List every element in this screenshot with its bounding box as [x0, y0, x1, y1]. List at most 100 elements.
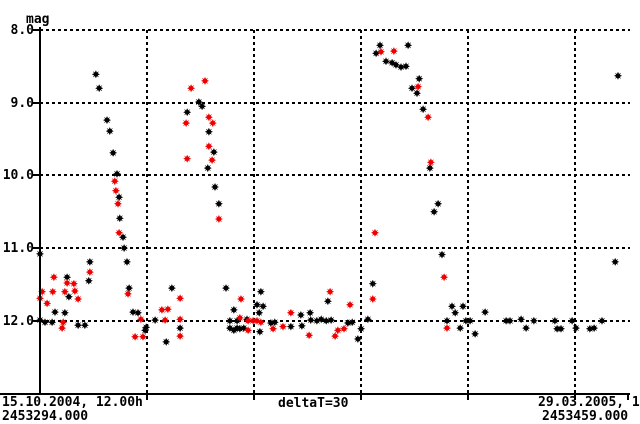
- data-point-observer-2-red: [201, 76, 209, 85]
- data-point-observer-2-red: [48, 287, 57, 296]
- data-point-observer-2-red: [136, 315, 145, 324]
- data-point-observer-2-red: [389, 47, 398, 56]
- data-point-observer-2-red: [440, 273, 449, 282]
- data-point-observer-2-red: [176, 294, 185, 303]
- data-point-observer-2-red: [204, 142, 213, 151]
- data-point-observer-1-black: [233, 324, 242, 333]
- data-point-observer-2-red: [208, 156, 217, 165]
- data-point-observer-1-black: [404, 41, 413, 50]
- data-point-observer-1-black: [142, 323, 151, 332]
- data-point-observer-1-black: [517, 315, 526, 324]
- data-point-observer-2-red: [85, 268, 94, 277]
- data-point-observer-1-black: [64, 292, 73, 301]
- data-point-observer-2-red: [131, 332, 140, 341]
- data-point-observer-1-black: [167, 284, 176, 293]
- data-point-observer-1-black: [448, 302, 456, 311]
- data-point-observer-1-black: [162, 337, 171, 346]
- data-point-observer-1-black: [529, 316, 538, 325]
- y-axis-title: mag: [26, 12, 50, 27]
- data-point-observer-1-black: [522, 324, 531, 333]
- data-point-observer-2-red: [253, 316, 261, 325]
- data-point-observer-1-black: [461, 316, 470, 325]
- data-point-observer-1-black: [229, 326, 238, 335]
- data-point-observer-1-black: [419, 105, 428, 114]
- data-point-observer-1-black: [84, 276, 93, 285]
- data-point-observer-1-black: [235, 324, 244, 333]
- data-point-observer-2-red: [256, 318, 265, 327]
- data-point-observer-1-black: [286, 322, 295, 331]
- data-point-observer-1-black: [438, 250, 446, 259]
- data-point-observer-2-red: [111, 186, 120, 195]
- data-point-observer-2-red: [115, 228, 124, 237]
- y-tick-label: 10.0: [2, 168, 34, 183]
- data-point-observer-2-red: [187, 84, 196, 93]
- data-point-observer-2-red: [58, 324, 67, 333]
- data-point-observer-1-black: [209, 148, 218, 157]
- data-point-observer-1-black: [430, 207, 439, 216]
- data-point-observer-2-red: [182, 119, 191, 128]
- x-axis-tick: [146, 395, 148, 400]
- data-point-observer-2-red: [237, 295, 245, 303]
- data-point-observer-1-black: [115, 193, 124, 202]
- y-axis-tick: [33, 102, 39, 104]
- data-point-observer-1-black: [176, 324, 185, 333]
- data-point-observer-1-black: [357, 324, 366, 333]
- data-point-observer-1-black: [120, 244, 129, 253]
- data-point-observer-2-red: [443, 324, 451, 333]
- data-point-observer-1-black: [109, 148, 118, 157]
- y-tick-label: 9.0: [10, 96, 34, 111]
- data-point-observer-1-black: [327, 316, 336, 325]
- data-point-observer-1-black: [51, 308, 59, 317]
- data-point-observer-1-black: [63, 273, 72, 282]
- data-point-observer-2-red: [235, 313, 244, 322]
- data-point-observer-2-red: [208, 119, 217, 128]
- x-axis-tick: [253, 395, 255, 400]
- x-axis-start-date-label: 15.10.2004, 12.00h: [2, 395, 143, 410]
- data-point-observer-1-black: [550, 316, 559, 325]
- data-point-observer-1-black: [466, 316, 475, 325]
- data-point-observer-1-black: [397, 63, 405, 72]
- data-point-observer-1-black: [151, 316, 160, 325]
- data-point-observer-1-black: [322, 316, 331, 325]
- data-point-observer-1-black: [434, 199, 443, 208]
- x-axis-tick: [574, 395, 576, 400]
- data-point-observer-1-black: [194, 98, 203, 106]
- data-point-observer-1-black: [402, 62, 410, 71]
- data-point-observer-1-black: [568, 316, 577, 325]
- data-point-observer-2-red: [110, 177, 119, 186]
- gridline-horizontal: [40, 102, 630, 104]
- data-point-observer-2-red: [371, 228, 379, 237]
- x-axis-line: [0, 393, 630, 395]
- gridline-vertical: [467, 30, 469, 394]
- data-point-observer-2-red: [63, 279, 72, 287]
- delta-t-label: deltaT=30: [278, 396, 349, 411]
- data-point-observer-2-red: [340, 324, 348, 333]
- data-point-observer-1-black: [590, 324, 599, 333]
- data-point-observer-1-black: [239, 324, 248, 333]
- data-point-observer-1-black: [105, 127, 114, 136]
- data-point-observer-1-black: [382, 57, 390, 66]
- data-point-observer-1-black: [222, 284, 230, 293]
- data-point-observer-1-black: [598, 316, 606, 325]
- data-point-observer-1-black: [214, 199, 223, 208]
- data-point-observer-1-black: [451, 308, 460, 317]
- data-point-observer-2-red: [38, 287, 47, 296]
- data-point-observer-1-black: [611, 257, 620, 266]
- gridline-horizontal: [40, 174, 630, 176]
- data-point-observer-1-black: [392, 60, 400, 69]
- data-point-observer-2-red: [176, 315, 185, 324]
- data-point-observer-2-red: [163, 305, 172, 314]
- data-point-observer-2-red: [124, 289, 132, 298]
- data-point-observer-1-black: [203, 164, 212, 173]
- data-point-observer-2-red: [49, 273, 58, 282]
- data-point-observer-1-black: [481, 308, 490, 317]
- data-point-observer-1-black: [225, 316, 234, 325]
- data-point-observer-1-black: [80, 321, 89, 330]
- data-point-observer-1-black: [259, 302, 268, 311]
- data-point-observer-2-red: [176, 332, 185, 341]
- data-point-observer-2-red: [426, 158, 435, 167]
- x-axis-end-date-label: 29.03.2005, 1: [538, 395, 640, 410]
- data-point-observer-2-red: [60, 287, 69, 296]
- data-point-observer-1-black: [471, 329, 480, 338]
